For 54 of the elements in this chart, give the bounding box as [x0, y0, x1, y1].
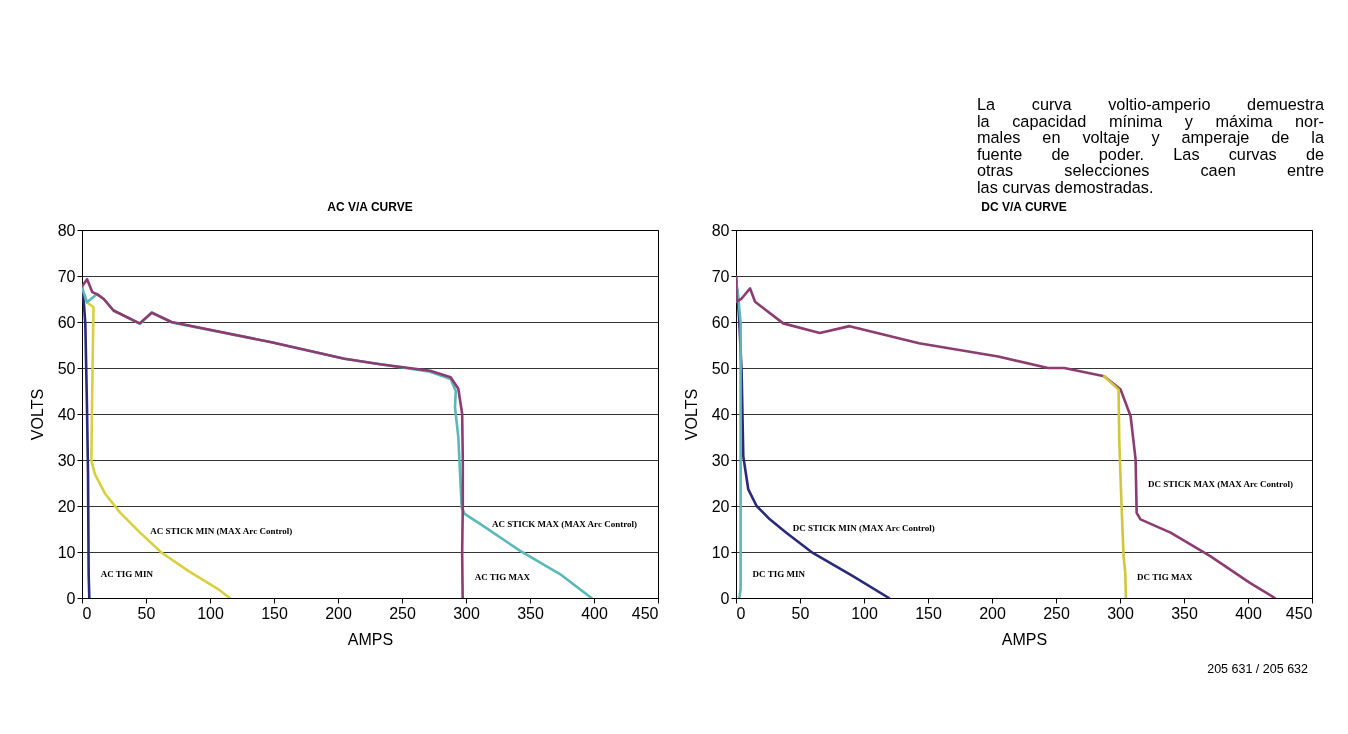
- x-tick-label: 0: [736, 604, 746, 622]
- x-axis-title: AMPS: [347, 630, 394, 648]
- y-tick-label: 10: [711, 543, 730, 561]
- y-tick-label: 80: [57, 221, 76, 239]
- annotation: AC STICK MAX (MAX Arc Control): [492, 518, 637, 529]
- x-tick-label: 450: [1285, 604, 1313, 622]
- x-tick-label: 150: [915, 604, 942, 622]
- y-tick-label: 0: [720, 589, 730, 607]
- y-tick-label: 40: [57, 405, 76, 423]
- annotation: AC TIG MAX: [474, 572, 531, 583]
- y-tick-label: 80: [711, 221, 730, 239]
- x-tick-label: 0: [82, 604, 92, 622]
- y-tick-label: 70: [711, 267, 730, 285]
- x-tick-label: 150: [261, 604, 288, 622]
- x-tick-label: 100: [197, 604, 224, 622]
- text: La curva voltio-amperio demuestra la capacidad mínima y máxima nor- males en voltaje y amperaje de la fuente de poder. Las curvas de otras selecciones caen entre las curvas demostradas.: [977, 95, 1324, 196]
- y-tick-label: 50: [57, 359, 76, 377]
- x-axis-title: AMPS: [1001, 630, 1048, 648]
- annotation: DC STICK MIN (MAX Arc Control): [792, 522, 935, 533]
- x-tick-label: 50: [791, 604, 810, 622]
- chart-title: DC V/A CURVE: [981, 200, 1067, 214]
- x-tick-label: 300: [1107, 604, 1134, 622]
- x-tick-label: 100: [851, 604, 878, 622]
- annotation: DC STICK MAX (MAX Arc Control): [1148, 478, 1293, 489]
- x-tick-label: 450: [631, 604, 659, 622]
- y-tick-label: 30: [711, 451, 730, 469]
- y-tick-label: 60: [57, 313, 76, 331]
- text: 205 631 / 205 632: [1207, 662, 1308, 676]
- y-tick-label: 0: [66, 589, 76, 607]
- y-tick-label: 10: [57, 543, 76, 561]
- annotation: AC STICK MIN (MAX Arc Control): [150, 525, 293, 536]
- x-tick-label: 250: [389, 604, 416, 622]
- x-tick-label: 350: [1171, 604, 1198, 622]
- x-tick-label: 200: [325, 604, 352, 622]
- y-tick-label: 20: [711, 497, 730, 515]
- x-tick-label: 400: [1235, 604, 1262, 622]
- y-axis-title: VOLTS: [28, 388, 46, 441]
- y-tick-label: 30: [57, 451, 76, 469]
- y-tick-label: 50: [711, 359, 730, 377]
- x-tick-label: 200: [979, 604, 1006, 622]
- x-tick-label: 350: [517, 604, 544, 622]
- x-tick-label: 250: [1043, 604, 1070, 622]
- annotation: DC TIG MAX: [1137, 572, 1193, 583]
- y-axis-title: VOLTS: [682, 388, 700, 441]
- y-tick-label: 20: [57, 497, 76, 515]
- y-tick-label: 40: [711, 405, 730, 423]
- chart-title: AC V/A CURVE: [327, 200, 413, 214]
- annotation: AC TIG MIN: [100, 569, 154, 580]
- y-tick-label: 70: [57, 267, 76, 285]
- x-tick-label: 300: [453, 604, 480, 622]
- x-tick-label: 400: [581, 604, 608, 622]
- y-tick-label: 60: [711, 313, 730, 331]
- x-tick-label: 50: [137, 604, 156, 622]
- annotation: DC TIG MIN: [752, 568, 806, 579]
